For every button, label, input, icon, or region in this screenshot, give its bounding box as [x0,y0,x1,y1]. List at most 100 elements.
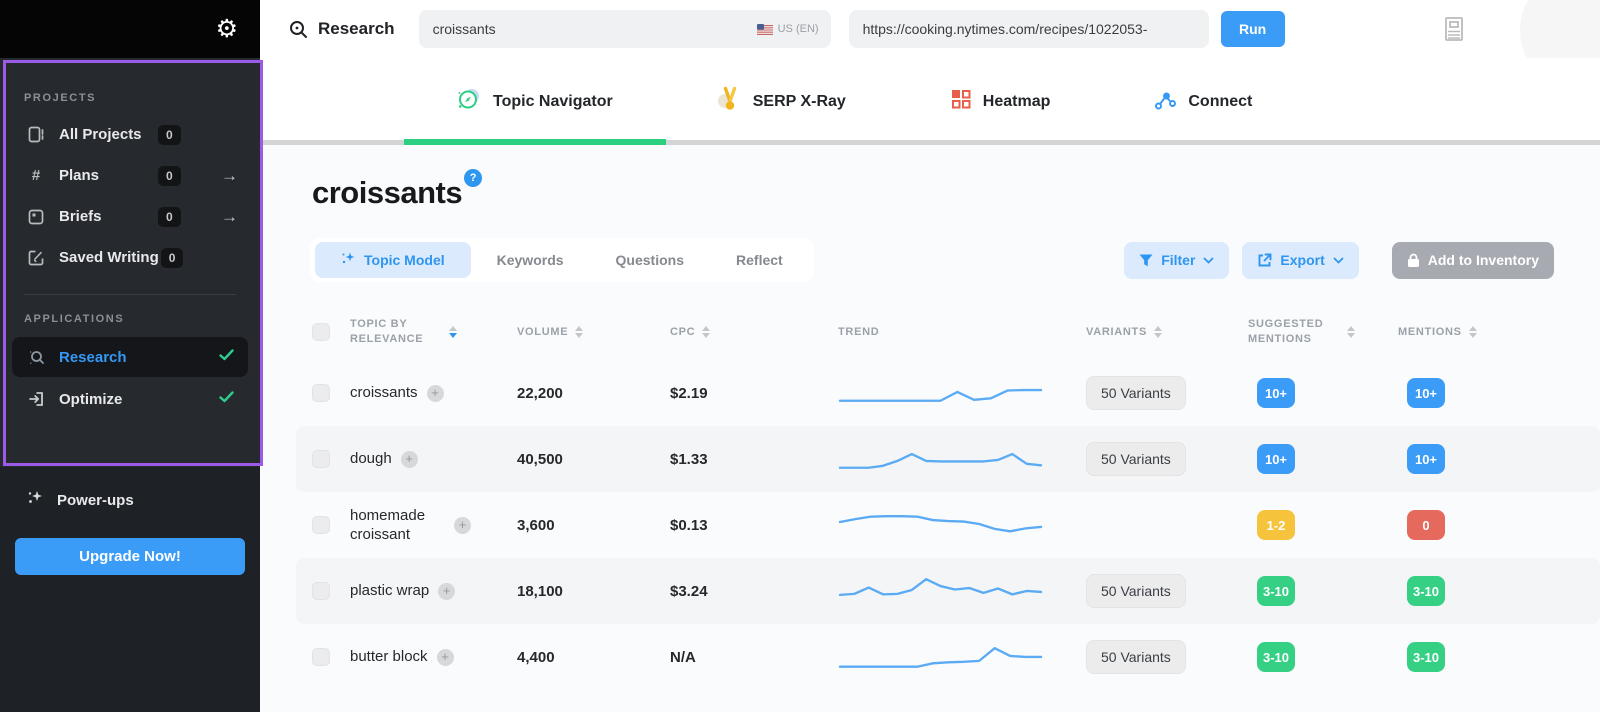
volume-cell: 40,500 [517,450,563,468]
tab-label: SERP X-Ray [752,92,846,110]
add-topic-icon[interactable]: + [400,450,418,468]
share-nodes-icon [1154,88,1177,116]
suggested-mentions-badge: 1-2 [1257,510,1295,540]
row-checkbox[interactable] [312,648,330,666]
gear-icon[interactable]: ⚙ [215,14,238,43]
funnel-icon [1139,254,1153,266]
cpc-cell: N/A [670,648,696,666]
arrow-right-icon[interactable]: → [221,206,238,226]
subtab-topic-model[interactable]: Topic Model [315,242,471,278]
subtab-reflect[interactable]: Reflect [710,243,809,277]
url-input[interactable] [848,10,1209,48]
tab-label: Topic Navigator [493,92,613,110]
export-button[interactable]: Export [1242,241,1359,279]
sidebar-item-optimize[interactable]: Optimize [12,379,248,419]
export-icon [1258,253,1272,266]
column-variants[interactable]: VARIANTS [1086,325,1248,340]
subtab-label: Questions [615,252,685,268]
sidebar-item-label: Research [59,348,127,366]
sort-icons[interactable] [1347,326,1355,338]
suggested-mentions-cell: 1-2 [1248,510,1398,540]
mentions-cell: 0 [1398,510,1600,540]
column-volume[interactable]: VOLUME [517,325,670,340]
mentions-cell: 10+ [1398,378,1600,408]
locale-indicator[interactable]: US (EN) [756,10,819,48]
sidebar-item-research[interactable]: Research [12,337,248,377]
main-content: croissants ? Topic Model Keywords Questi… [260,145,1600,712]
sidebar-item-saved-writing[interactable]: Saved Writing 0 [0,237,260,278]
row-checkbox[interactable] [312,582,330,600]
row-checkbox[interactable] [312,384,330,402]
upgrade-button[interactable]: Upgrade Now! [15,538,245,575]
variants-cell: 50 Variants [1086,574,1248,608]
search-icon [288,19,308,39]
subtab-keywords[interactable]: Keywords [471,243,590,277]
sidebar-item-plans[interactable]: # Plans 0 → [0,155,260,196]
column-cpc[interactable]: CPC [670,325,838,340]
sidebar-item-all-projects[interactable]: All Projects 0 [0,114,260,155]
sidebar-item-label: Optimize [59,390,123,408]
button-label: Filter [1161,252,1196,268]
add-topic-icon[interactable]: + [438,582,456,600]
topic-cell: dough + [350,449,517,469]
column-mentions[interactable]: MENTIONS [1398,325,1600,340]
hash-icon: # [31,167,41,184]
add-topic-icon[interactable]: + [426,384,444,402]
trend-sparkline [838,452,1043,469]
app-title: Research [318,19,395,38]
reader-panel-icon[interactable] [1444,16,1464,42]
count-badge: 0 [160,247,184,268]
tab-serp-xray[interactable]: SERP X-Ray [717,86,846,118]
variants-pill[interactable]: 50 Variants [1086,574,1186,608]
sidebar-item-label: Briefs [59,208,102,225]
row-checkbox[interactable] [312,516,330,534]
tab-topic-navigator[interactable]: Topic Navigator [455,86,613,118]
sidebar-item-label: Saved Writing [59,249,159,266]
table-row: croissants + 22,200 $2.19 50 Variants 10+… [296,360,1600,426]
subtab-questions[interactable]: Questions [590,243,710,277]
variants-pill[interactable]: 50 Variants [1086,442,1186,476]
cpc-cell: $0.13 [670,516,708,534]
suggested-mentions-badge: 10+ [1257,378,1295,408]
count-badge: 0 [158,165,181,186]
sort-icons[interactable] [1154,326,1163,338]
subtab-label: Keywords [496,252,564,268]
column-suggested-mentions[interactable]: SUGGESTED MENTIONS [1248,317,1398,347]
run-button[interactable]: Run [1220,11,1285,47]
active-tab-indicator [404,139,666,145]
arrow-right-icon[interactable]: → [221,165,238,185]
tab-connect[interactable]: Connect [1154,88,1252,116]
optimize-door-icon [26,391,46,407]
sort-icons[interactable] [1468,326,1477,338]
table-header: TOPIC BY RELEVANCE VOLUME CPC TREND VARI… [296,304,1600,360]
cpc-cell: $2.19 [670,384,708,402]
sidebar-header: ⚙ [0,0,260,58]
add-topic-icon[interactable]: + [454,516,471,534]
variants-pill[interactable]: 50 Variants [1086,640,1186,674]
trend-sparkline [838,514,1043,532]
filter-button[interactable]: Filter [1124,241,1230,279]
sidebar-item-briefs[interactable]: Briefs 0 → [0,196,260,237]
trend-cell [838,635,1086,680]
help-icon[interactable]: ? [464,169,483,187]
button-label: Add to Inventory [1427,252,1539,268]
suggested-mentions-cell: 3-10 [1248,642,1398,672]
add-to-inventory-button[interactable]: Add to Inventory [1391,241,1554,279]
add-topic-icon[interactable]: + [436,648,454,666]
trend-cell [838,437,1086,482]
tab-heatmap[interactable]: Heatmap [950,88,1050,115]
sidebar-item-power-ups[interactable]: Power-ups [0,489,260,512]
sort-icons[interactable] [449,326,457,338]
page-title: croissants [312,175,463,210]
select-all-checkbox[interactable] [312,323,330,341]
column-topic-by-relevance[interactable]: TOPIC BY RELEVANCE [350,317,517,347]
sidebar-divider [24,294,236,295]
sort-icons[interactable] [575,326,584,338]
row-checkbox[interactable] [312,450,330,468]
variants-pill[interactable]: 50 Variants [1086,376,1186,410]
volume-cell: 3,600 [517,516,555,534]
sort-icons[interactable] [702,326,711,338]
suggested-mentions-cell: 3-10 [1248,576,1398,606]
count-badge: 0 [158,206,181,227]
brief-doc-icon [26,209,46,225]
